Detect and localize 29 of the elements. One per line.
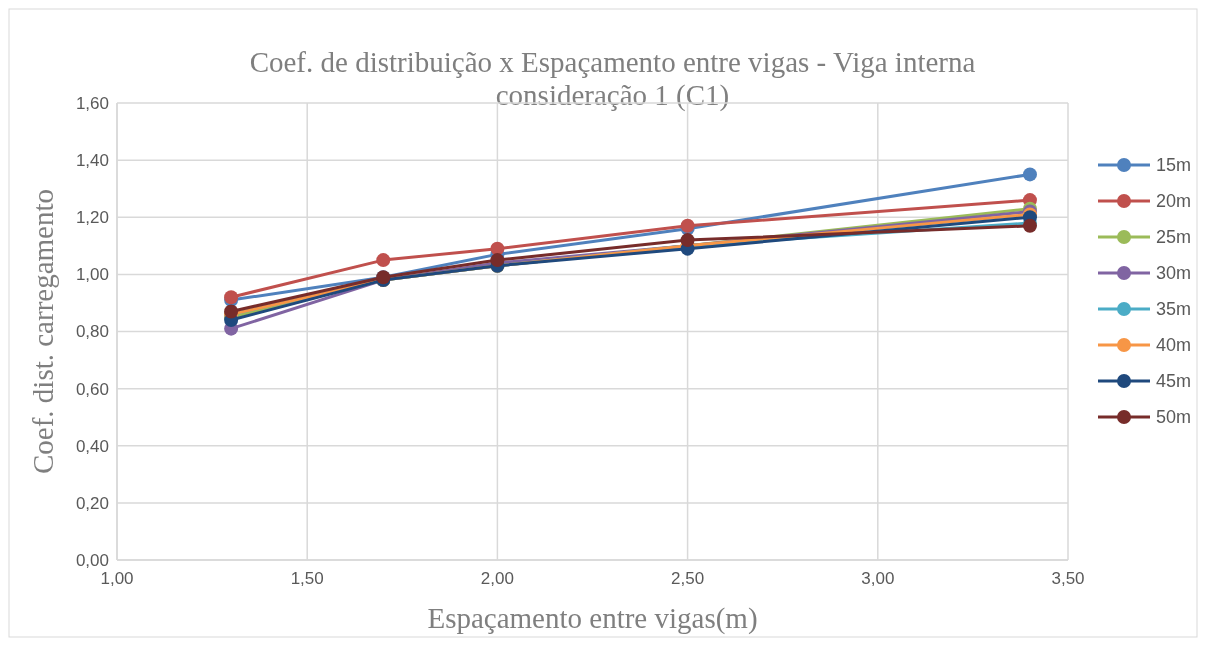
y-tick-label: 1,00 bbox=[75, 265, 109, 285]
point bbox=[376, 253, 391, 268]
y-tick-label: 1,40 bbox=[75, 151, 109, 171]
x-axis-title: Espaçamento entre vigas(m) bbox=[427, 602, 758, 635]
legend-label: 20m bbox=[1156, 191, 1192, 212]
y-tick-label: 0,80 bbox=[75, 322, 109, 342]
y-tick-label: 0,60 bbox=[75, 379, 109, 399]
legend-label: 50m bbox=[1156, 407, 1192, 428]
x-tick-label: 3,50 bbox=[1051, 569, 1085, 588]
x-tick-label: 1,50 bbox=[290, 569, 324, 588]
x-tick-label: 2,00 bbox=[480, 569, 514, 588]
legend-label: 40m bbox=[1156, 335, 1192, 356]
point bbox=[680, 233, 695, 248]
y-tick-label: 1,60 bbox=[75, 93, 109, 113]
y-tick-label: 1,20 bbox=[75, 208, 109, 228]
y-axis-title: Coef. dist. carregamento bbox=[27, 188, 59, 475]
legend-label: 15m bbox=[1156, 155, 1192, 176]
x-tick-label: 1,00 bbox=[100, 569, 134, 588]
legend-label: 25m bbox=[1156, 227, 1192, 248]
chart-title: Coef. de distribuição x Espaçamento entre vigas - Viga interna consideração 1 (C1) bbox=[249, 46, 976, 112]
x-tick-label: 3,00 bbox=[861, 569, 895, 588]
legend-label: 35m bbox=[1156, 299, 1192, 320]
y-tick-label: 0,00 bbox=[75, 550, 109, 570]
y-tick-label: 0,40 bbox=[75, 436, 109, 456]
y-tick-label: 0,20 bbox=[75, 493, 109, 513]
x-tick-label: 2,50 bbox=[671, 569, 705, 588]
legend-label: 30m bbox=[1156, 263, 1192, 284]
point bbox=[1022, 167, 1037, 182]
legend-label: 45m bbox=[1156, 371, 1192, 392]
